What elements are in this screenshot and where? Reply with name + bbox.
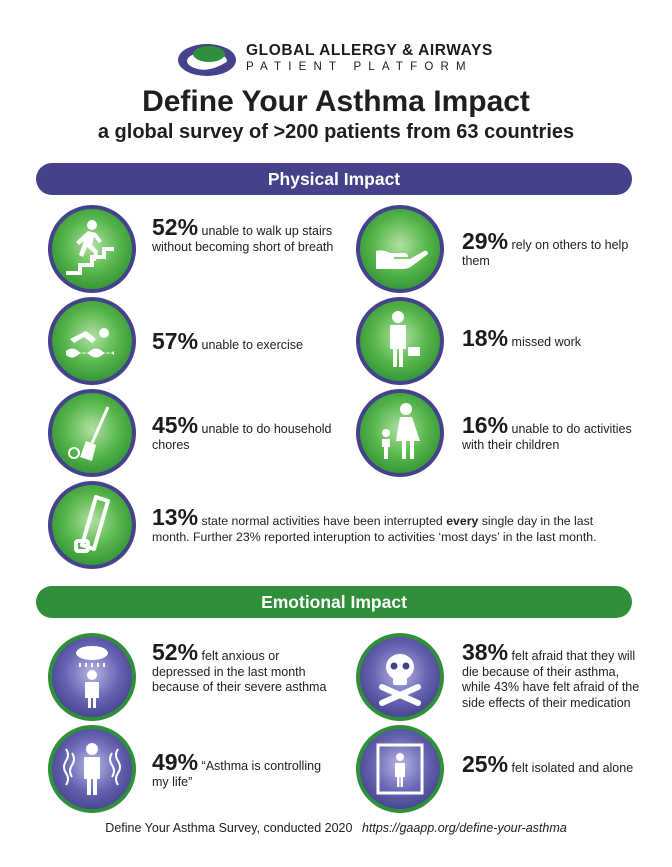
page-title: Define Your Asthma Impact [142, 85, 530, 118]
survey-link[interactable]: https://gaapp.org/define-your-asthma [361, 821, 567, 835]
page-subtitle: a global survey of >200 patients from 63… [97, 121, 575, 143]
stat-isolated: 25% felt isolated and alone [462, 753, 642, 777]
inhaler-icon [48, 481, 136, 569]
stat-text-emphasis: every [446, 514, 479, 528]
stat-percent: 25% [462, 751, 509, 777]
stat-percent: 49% [152, 749, 199, 775]
brand-tagline: PATIENT PLATFORM [246, 61, 473, 73]
stat-anxious-depressed: 52% felt anxious or depressed in the las… [152, 641, 337, 696]
stat-percent: 52% [152, 639, 199, 665]
stat-controlling-life: 49% “Asthma is controlling my life” [152, 751, 337, 790]
skull-crossbones-icon [356, 633, 444, 721]
logo-globe-icon [178, 44, 236, 76]
stat-text: missed work [511, 335, 581, 349]
stat-text: unable to walk up stairs without becomin… [152, 224, 334, 254]
source-footer: Define Your Asthma Survey, conducted 202… [0, 821, 672, 835]
stat-stairs: 52% unable to walk up stairs without bec… [152, 216, 337, 255]
stat-text: unable to do household chores [152, 422, 332, 452]
stat-text: felt afraid that they will die because o… [462, 649, 640, 710]
stat-percent: 57% [152, 328, 199, 354]
parent-child-icon [356, 389, 444, 477]
stat-children-activities: 16% unable to do activities with their c… [462, 414, 652, 453]
stat-percent: 18% [462, 325, 509, 351]
rain-cloud-person-icon [48, 633, 136, 721]
stat-percent: 16% [462, 412, 509, 438]
stat-percent: 52% [152, 214, 199, 240]
broom-icon [48, 389, 136, 477]
helping-hand-icon [356, 205, 444, 293]
stat-text: unable to exercise [201, 338, 303, 352]
stat-text-before: state normal activities have been interr… [201, 514, 443, 528]
stat-text-after: single day in the last month. Further 23… [152, 514, 597, 544]
stat-text: unable to do activities with their child… [462, 422, 632, 452]
stat-afraid-to-die: 38% felt afraid that they will die becau… [462, 641, 642, 711]
stat-text: “Asthma is controlling my life” [152, 759, 322, 789]
stat-percent: 29% [462, 228, 509, 254]
survey-source: Define Your Asthma Survey, conducted 202… [105, 821, 353, 835]
businessman-icon [356, 297, 444, 385]
stat-household-chores: 45% unable to do household chores [152, 414, 337, 453]
stat-exercise: 57% unable to exercise [152, 330, 342, 354]
stat-text: felt isolated and alone [511, 761, 634, 775]
stat-missed-work: 18% missed work [462, 327, 642, 351]
stat-interrupted-activities: 13% state normal activities have been in… [152, 506, 632, 545]
stat-percent: 45% [152, 412, 199, 438]
physical-impact-heading: Physical Impact [36, 163, 632, 195]
stat-text: rely on others to help them [462, 238, 629, 268]
stressed-person-icon [48, 725, 136, 813]
brand-name: GLOBAL ALLERGY & AIRWAYS [246, 42, 493, 59]
stat-percent: 13% [152, 504, 199, 530]
stat-rely-on-others: 29% rely on others to help them [462, 230, 642, 269]
stat-percent: 38% [462, 639, 509, 665]
stairs-climber-icon [48, 205, 136, 293]
swimmer-icon [48, 297, 136, 385]
brand-logo: GLOBAL ALLERGY & AIRWAYS PATIENT PLATFOR… [176, 40, 496, 82]
stat-text: felt anxious or depressed in the last mo… [152, 649, 327, 694]
isolated-person-icon [356, 725, 444, 813]
emotional-impact-heading: Emotional Impact [36, 586, 632, 618]
